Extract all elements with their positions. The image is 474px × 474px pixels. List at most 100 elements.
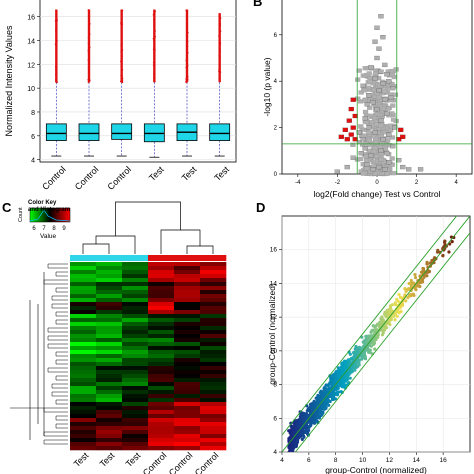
outlier-point xyxy=(88,46,91,49)
heatmap-cell xyxy=(122,406,149,411)
heatmap-cell xyxy=(148,330,175,335)
heatmap-cell xyxy=(200,378,227,383)
outlier-point xyxy=(152,64,155,67)
outlier-point xyxy=(154,10,157,13)
heatmap-cell xyxy=(200,310,227,315)
heatmap-cell xyxy=(96,282,123,287)
data-point xyxy=(376,322,381,326)
outlier-point xyxy=(154,49,156,52)
heatmap-cell xyxy=(174,358,201,363)
data-point-nonsignificant xyxy=(366,93,372,98)
data-point-nonsignificant xyxy=(358,151,364,156)
data-point xyxy=(314,396,318,400)
data-point xyxy=(348,371,352,375)
heatmap-cell xyxy=(200,362,227,367)
data-point-significant xyxy=(338,134,344,139)
row-dendrogram-leaves xyxy=(43,263,68,445)
data-point-nonsignificant xyxy=(378,69,384,74)
data-point xyxy=(307,408,311,412)
point-layer xyxy=(282,216,470,452)
data-point xyxy=(348,376,352,380)
outlier-point xyxy=(54,73,57,76)
data-point xyxy=(452,235,456,240)
y-tick-label: 12 xyxy=(270,314,278,321)
outlier-point xyxy=(55,48,58,51)
heatmap-cell xyxy=(122,386,149,391)
outlier-point xyxy=(218,68,221,71)
data-point xyxy=(301,432,305,436)
outlier-point xyxy=(121,79,123,82)
heatmap-cell xyxy=(148,390,175,395)
data-point xyxy=(327,403,331,407)
outlier-point xyxy=(219,50,221,53)
heatmap-cell xyxy=(70,318,97,323)
heatmap-cell xyxy=(96,382,123,387)
data-point xyxy=(309,423,313,427)
data-point xyxy=(362,352,367,357)
outlier-point xyxy=(185,81,188,84)
heatmap-cell xyxy=(122,362,149,367)
heatmap-cell xyxy=(200,338,227,343)
data-point xyxy=(306,431,310,435)
data-point xyxy=(290,425,294,429)
data-point xyxy=(337,372,341,376)
outlier-point xyxy=(218,54,221,57)
data-point-nonsignificant xyxy=(378,123,384,128)
heatmap-cell xyxy=(96,266,123,271)
heatmap-cell xyxy=(148,286,175,291)
heatmap-cell xyxy=(148,386,175,391)
outlier-point xyxy=(55,55,58,58)
heatmap-cell xyxy=(174,354,201,359)
outlier-point xyxy=(154,30,156,32)
data-point-nonsignificant xyxy=(371,149,377,154)
y-tick-label: 8 xyxy=(31,110,35,117)
data-point xyxy=(398,295,402,299)
data-point xyxy=(398,306,402,310)
data-point xyxy=(396,299,400,303)
x-tick-label: Test xyxy=(212,164,231,183)
heatmap-cell xyxy=(122,330,149,335)
heatmap-cell xyxy=(200,266,227,271)
data-point xyxy=(343,361,347,365)
x-tick-label: 4 xyxy=(280,457,284,464)
column-label: Control xyxy=(141,450,169,474)
heatmap-cell xyxy=(200,430,227,435)
heatmap-cell xyxy=(200,286,227,291)
heatmap-cell xyxy=(174,290,201,295)
heatmap-cell xyxy=(174,390,201,395)
outlier-point xyxy=(218,48,221,50)
fold-change-line xyxy=(294,232,470,452)
data-point-nonsignificant xyxy=(360,171,367,176)
fold-change-line xyxy=(282,216,470,452)
heatmap-cell xyxy=(200,350,227,355)
data-point xyxy=(376,333,380,337)
outlier-point xyxy=(219,56,221,59)
heatmap-cell xyxy=(148,270,175,275)
x-tick-label: 0 xyxy=(375,180,379,186)
heatmap-cell xyxy=(122,382,149,387)
outlier-point xyxy=(87,81,90,84)
heatmap-cell xyxy=(174,330,201,335)
outlier-point xyxy=(88,20,90,23)
data-point xyxy=(327,382,331,387)
heatmap-cell xyxy=(148,290,175,295)
outlier-point xyxy=(219,71,221,74)
color-key-bar xyxy=(29,207,71,223)
data-point-nonsignificant xyxy=(382,167,388,172)
heatmap-cell xyxy=(148,310,175,315)
data-point xyxy=(299,416,303,420)
outlier-point xyxy=(186,31,189,34)
heatmap-cell xyxy=(200,274,227,279)
heatmap-cell xyxy=(148,318,175,323)
heatmap-cell xyxy=(148,282,175,287)
y-axis-label: Normalized Intensity Values xyxy=(4,25,14,136)
heatmap-cell xyxy=(174,278,201,283)
data-point xyxy=(342,384,346,388)
data-point xyxy=(331,373,335,377)
heatmap-cell xyxy=(200,298,227,303)
data-point xyxy=(355,349,359,353)
data-point xyxy=(413,275,418,280)
data-point xyxy=(303,414,308,419)
heatmap-cell xyxy=(174,414,201,419)
heatmap-cell xyxy=(96,422,123,427)
